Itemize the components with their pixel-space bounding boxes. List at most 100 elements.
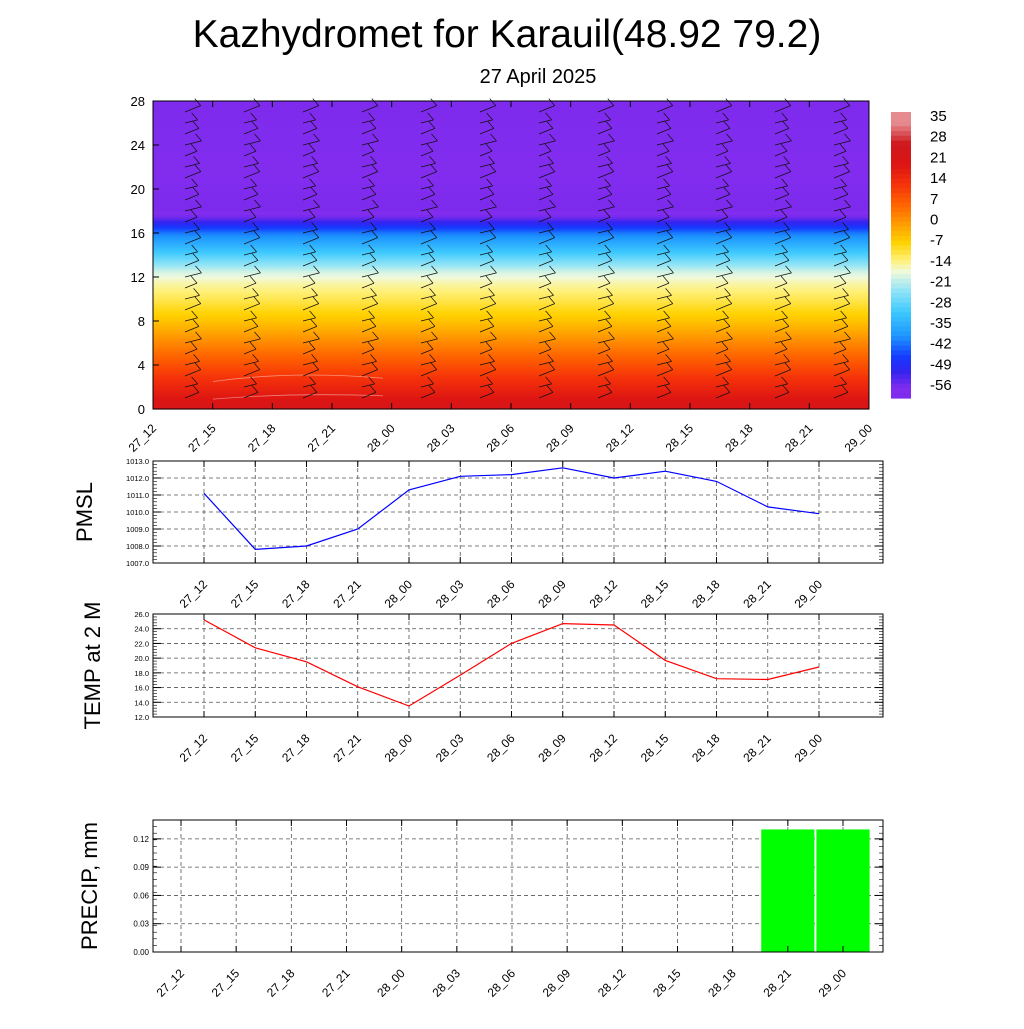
temperature-band — [153, 358, 869, 362]
wind-barb-flag — [784, 164, 792, 172]
wind-barb-flag — [372, 133, 379, 142]
wind-barb-flag — [368, 310, 375, 319]
wind-barb-flag — [195, 133, 202, 142]
temperature-band — [153, 328, 869, 331]
colorbar-segment — [891, 278, 911, 285]
wind-barb-flag — [721, 209, 729, 218]
y-tick-label: 8 — [138, 314, 145, 329]
wind-barb-flag — [662, 275, 670, 284]
wind-barb-flag — [545, 112, 552, 121]
temperature-band — [153, 129, 869, 133]
wind-barb-flag — [429, 288, 436, 296]
wind-barb — [420, 317, 434, 322]
wind-barb-flag — [663, 112, 670, 121]
wind-barb — [184, 128, 200, 135]
wind-barb-flag — [313, 133, 320, 142]
wind-barb — [715, 348, 729, 355]
wind-barb — [833, 216, 847, 223]
chart-title: Kazhydromet for Karauil(48.92 79.2) — [193, 13, 822, 56]
wind-barb — [184, 338, 202, 344]
x-tick-label: 28_06 — [484, 421, 518, 455]
wind-barb — [361, 251, 375, 256]
wind-barb — [479, 105, 496, 113]
wind-barb-flag — [253, 296, 261, 304]
wind-barb — [715, 163, 731, 168]
wind-barb-flag — [548, 230, 556, 238]
y-tick-label: 26.0 — [134, 610, 149, 619]
wind-barb-flag — [666, 362, 674, 370]
wind-barb — [656, 272, 674, 278]
wind-barb — [833, 317, 847, 322]
wind-barb — [479, 361, 495, 366]
wind-barb-flag — [784, 362, 792, 370]
wind-barb-flag — [546, 385, 554, 393]
wind-barb — [479, 185, 493, 190]
colorbar-segment — [891, 364, 911, 370]
wind-barb — [538, 317, 552, 322]
wind-barb-flag — [487, 385, 495, 393]
wind-barb — [656, 303, 673, 311]
wind-barb-flag — [782, 187, 790, 195]
wind-barb — [774, 119, 788, 124]
wind-barb — [715, 303, 732, 311]
wind-barb-flag — [368, 112, 375, 121]
temperature-band — [153, 208, 869, 212]
temperature-band — [153, 162, 869, 166]
wind-barb — [656, 105, 673, 113]
wind-barb-flag — [724, 288, 731, 296]
temperature-band — [153, 256, 869, 260]
colorbar-segment — [891, 326, 911, 332]
wind-barb-flag — [608, 265, 615, 274]
wind-barb-flag — [190, 209, 198, 218]
wind-barb — [715, 216, 729, 223]
wind-barb — [302, 128, 318, 135]
wind-barb-flag — [723, 121, 731, 129]
x-tick-label: 27_18 — [279, 577, 313, 611]
colorbar-segment — [891, 269, 911, 275]
wind-barb — [833, 185, 847, 190]
wind-barb — [479, 119, 493, 124]
wind-barb-flag — [371, 362, 379, 370]
wind-barb — [302, 229, 318, 234]
wind-barb-flag — [667, 265, 674, 274]
x-tick-label: 28_00 — [374, 966, 408, 1000]
temperature-band — [153, 399, 869, 402]
wind-barb — [715, 206, 733, 212]
wind-barb-flag — [606, 222, 613, 230]
x-tick-label: 28_15 — [638, 577, 672, 611]
x-tick-label: 27_12 — [126, 421, 160, 455]
colorbar-label: -7 — [930, 232, 943, 249]
wind-barb-flag — [253, 230, 261, 238]
wind-barb-flag — [842, 354, 849, 362]
wind-barb — [597, 206, 615, 212]
wind-barb-flag — [544, 209, 552, 218]
wind-barb — [715, 140, 733, 146]
wind-barb — [243, 163, 259, 168]
wind-barb-flag — [725, 230, 733, 238]
temperature-band — [153, 241, 869, 245]
wind-barb-flag — [192, 385, 200, 393]
colorbar-segment — [891, 274, 911, 280]
wind-barb — [479, 369, 496, 377]
wind-barb — [597, 150, 611, 157]
wind-barb — [361, 260, 377, 267]
temperature-band — [153, 297, 869, 300]
wind-barb — [420, 260, 436, 267]
temperature-band — [153, 391, 869, 395]
wind-barb — [184, 295, 200, 300]
wind-barb — [302, 237, 319, 245]
wind-barb-flag — [490, 199, 497, 208]
wind-barb — [597, 392, 613, 399]
wind-barb — [715, 326, 731, 333]
x-tick-label: 27_15 — [228, 577, 262, 611]
wind-barb — [302, 295, 318, 300]
x-tick-label: 29_00 — [816, 966, 850, 1000]
wind-barb-flag — [844, 265, 851, 274]
temperature-band — [153, 120, 869, 123]
wind-barb — [774, 237, 791, 245]
temperature-band — [153, 364, 869, 368]
wind-barb — [833, 282, 847, 289]
wind-barb — [597, 251, 611, 256]
temperature-band — [153, 374, 869, 377]
wind-barb — [420, 150, 434, 157]
